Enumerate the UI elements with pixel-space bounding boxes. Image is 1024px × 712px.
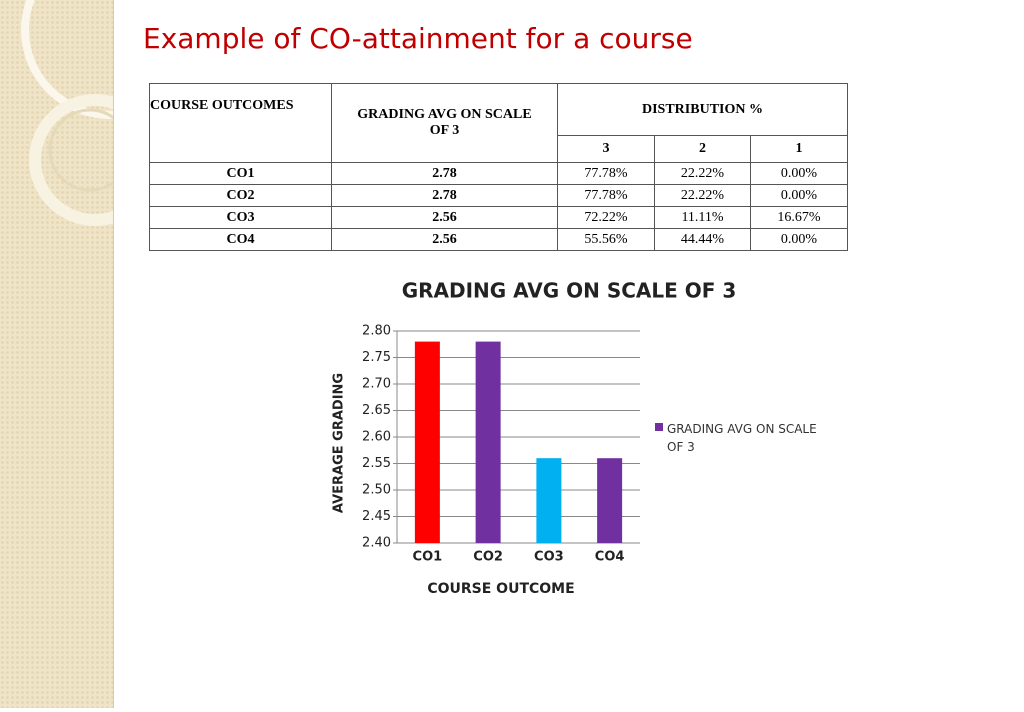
table-cell: 2.56 bbox=[331, 228, 558, 251]
table-cell: 77.78% bbox=[557, 162, 655, 185]
table-cell: 16.67% bbox=[750, 206, 848, 229]
data-table: COURSE OUTCOMES GRADING AVG ON SCALE OF … bbox=[149, 82, 848, 251]
y-tick-label: 2.75 bbox=[362, 350, 391, 365]
slide-title: Example of CO-attainment for a course bbox=[143, 22, 693, 55]
table-body: CO1 2.78 77.78% 22.22% 0.00% CO2 2.78 77.78% 22.… bbox=[149, 162, 848, 251]
x-tick-label: CO1 bbox=[413, 550, 443, 565]
legend-label: GRADING AVG ON SCALE OF 3 bbox=[667, 422, 817, 454]
table-row: CO2 2.78 77.78% 22.22% 0.00% bbox=[149, 184, 848, 207]
bar bbox=[536, 458, 562, 543]
header-cell: DISTRIBUTION % bbox=[557, 82, 848, 137]
table-cell: 22.22% bbox=[654, 162, 751, 185]
y-tick-label: 2.70 bbox=[362, 377, 391, 392]
x-tick-label: CO4 bbox=[595, 550, 625, 565]
y-tick-label: 2.40 bbox=[362, 536, 391, 551]
table-cell: 55.56% bbox=[557, 228, 655, 251]
y-tick-label: 2.80 bbox=[362, 324, 391, 339]
bar bbox=[597, 458, 623, 543]
table-cell: CO2 bbox=[149, 184, 332, 207]
chart-title: GRADING AVG ON SCALE OF 3 bbox=[402, 279, 737, 303]
y-tick-label: 2.60 bbox=[362, 430, 391, 445]
bar bbox=[475, 341, 501, 543]
table-row: CO3 2.56 72.22% 11.11% 16.67% bbox=[149, 206, 848, 229]
x-tick-label: CO2 bbox=[473, 550, 503, 565]
table-cell: 77.78% bbox=[557, 184, 655, 207]
y-tick-label: 2.65 bbox=[362, 403, 391, 418]
y-tick-label: 2.45 bbox=[362, 509, 391, 524]
table-row: CO4 2.56 55.56% 44.44% 0.00% bbox=[149, 228, 848, 251]
table-cell: 44.44% bbox=[654, 228, 751, 251]
subheader-cell: 1 bbox=[750, 135, 848, 163]
x-axis-label: COURSE OUTCOME bbox=[427, 581, 574, 597]
table-cell: 0.00% bbox=[750, 184, 848, 207]
bar bbox=[414, 341, 440, 543]
header-cell: GRADING AVG ON SCALE OF 3 bbox=[331, 83, 558, 163]
y-tick-label: 2.50 bbox=[362, 483, 391, 498]
table-row: CO1 2.78 77.78% 22.22% 0.00% bbox=[149, 162, 848, 185]
x-tick-label: CO3 bbox=[534, 550, 564, 565]
table-cell: 0.00% bbox=[750, 228, 848, 251]
y-axis-label: AVERAGE GRADING bbox=[332, 373, 347, 513]
y-tick-label: 2.55 bbox=[362, 456, 391, 471]
legend-marker bbox=[655, 423, 663, 431]
table-cell: CO4 bbox=[149, 228, 332, 251]
decoration bbox=[0, 0, 199, 708]
